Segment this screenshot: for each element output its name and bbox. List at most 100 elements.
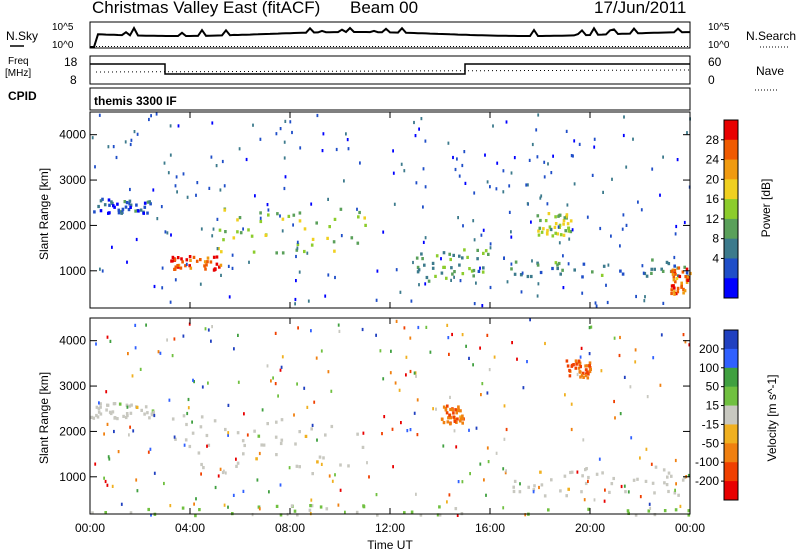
heatmap-cell xyxy=(665,260,669,264)
heatmap-cell xyxy=(673,264,676,268)
heatmap-cell xyxy=(431,266,435,270)
heatmap-cell xyxy=(274,435,278,439)
freq-panel xyxy=(89,55,691,85)
heatmap-cell xyxy=(564,229,567,233)
heatmap-cell xyxy=(185,258,189,262)
heatmap-cell xyxy=(510,171,513,175)
heatmap-cell xyxy=(415,492,417,496)
heatmap-cell xyxy=(97,204,100,209)
heatmap-cell xyxy=(155,112,158,116)
heatmap-cell xyxy=(322,132,325,136)
colorbar-segment xyxy=(724,278,738,299)
heatmap-cell xyxy=(366,461,368,465)
heatmap-cell xyxy=(663,509,667,513)
heatmap-cell xyxy=(423,263,426,267)
heatmap-cell xyxy=(361,445,365,449)
heatmap-cell xyxy=(283,140,286,144)
heatmap-cell xyxy=(107,455,110,459)
heatmap-cell xyxy=(415,374,417,378)
heatmap-cell xyxy=(142,211,145,215)
heatmap-cell xyxy=(473,191,476,195)
heatmap-cell xyxy=(573,139,576,143)
heatmap-cell xyxy=(334,275,336,280)
power-panel xyxy=(89,111,691,309)
heatmap-cell xyxy=(487,460,490,464)
heatmap-cell xyxy=(667,262,671,266)
heatmap-cell xyxy=(670,269,674,273)
heatmap-cell xyxy=(563,474,567,478)
heatmap-cell xyxy=(275,504,279,508)
heatmap-cell xyxy=(104,479,107,484)
heatmap-cell xyxy=(446,323,449,327)
heatmap-cell xyxy=(606,300,609,305)
heatmap-cell xyxy=(204,267,207,271)
heatmap-cell xyxy=(435,254,439,258)
heatmap-cell xyxy=(492,124,494,128)
heatmap-cell xyxy=(481,382,484,386)
heatmap-cell xyxy=(399,290,402,294)
heatmap-cell xyxy=(683,289,687,293)
heatmap-cell xyxy=(473,238,476,242)
heatmap-cell xyxy=(270,379,272,383)
heatmap-cell xyxy=(156,217,159,221)
heatmap-cell xyxy=(304,434,308,438)
heatmap-cell xyxy=(685,280,689,284)
heatmap-cell xyxy=(675,224,678,229)
heatmap-cell xyxy=(217,474,220,478)
heatmap-cell xyxy=(410,510,414,514)
heatmap-cell xyxy=(303,227,307,231)
heatmap-cell xyxy=(416,265,420,269)
heatmap-cell xyxy=(117,450,120,454)
heatmap-cell xyxy=(418,283,420,287)
heatmap-cell xyxy=(238,216,242,220)
heatmap-cell xyxy=(463,150,466,154)
heatmap-cell xyxy=(666,475,669,479)
heatmap-cell xyxy=(103,432,105,436)
heatmap-cell xyxy=(108,203,111,207)
heatmap-cell xyxy=(289,120,292,124)
heatmap-cell xyxy=(486,391,489,395)
heatmap-cell xyxy=(283,186,286,191)
heatmap-cell xyxy=(237,380,240,384)
heatmap-cell xyxy=(527,183,529,187)
heatmap-cell xyxy=(239,231,243,235)
heatmap-cell xyxy=(298,465,301,469)
heatmap-cell xyxy=(248,260,250,264)
heatmap-cell xyxy=(418,127,420,131)
heatmap-cell xyxy=(611,177,613,181)
heatmap-cell xyxy=(99,209,103,213)
heatmap-cell xyxy=(313,400,316,404)
heatmap-cell xyxy=(99,267,101,271)
heatmap-cell xyxy=(440,271,444,275)
heatmap-cell xyxy=(189,266,193,270)
heatmap-cell xyxy=(150,114,152,118)
heatmap-cell xyxy=(281,217,285,221)
heatmap-cell xyxy=(199,282,202,286)
heatmap-cell xyxy=(627,490,630,494)
heatmap-cell xyxy=(359,161,361,165)
heatmap-cell xyxy=(568,374,572,378)
heatmap-cell xyxy=(436,513,440,517)
heatmap-cell xyxy=(531,142,534,147)
heatmap-cell xyxy=(90,415,94,419)
heatmap-cell xyxy=(502,467,505,471)
heatmap-cell xyxy=(432,407,434,411)
heatmap-cell xyxy=(109,339,112,343)
heatmap-cell xyxy=(334,473,336,477)
heatmap-cell xyxy=(459,409,462,413)
heatmap-cell xyxy=(586,376,590,380)
heatmap-cell xyxy=(362,505,366,509)
colorbar-frame xyxy=(723,119,739,299)
heatmap-cell xyxy=(412,260,414,265)
heatmap-cell xyxy=(550,171,553,175)
heatmap-cell xyxy=(275,420,278,424)
heatmap-cell xyxy=(587,507,590,511)
heatmap-cell xyxy=(257,434,261,438)
heatmap-cell xyxy=(569,230,573,234)
heatmap-cell xyxy=(610,234,612,238)
heatmap-cell xyxy=(429,350,432,354)
heatmap-cell xyxy=(126,405,129,409)
heatmap-cell xyxy=(400,162,403,166)
heatmap-cell xyxy=(685,271,689,275)
heatmap-cell xyxy=(362,431,365,435)
